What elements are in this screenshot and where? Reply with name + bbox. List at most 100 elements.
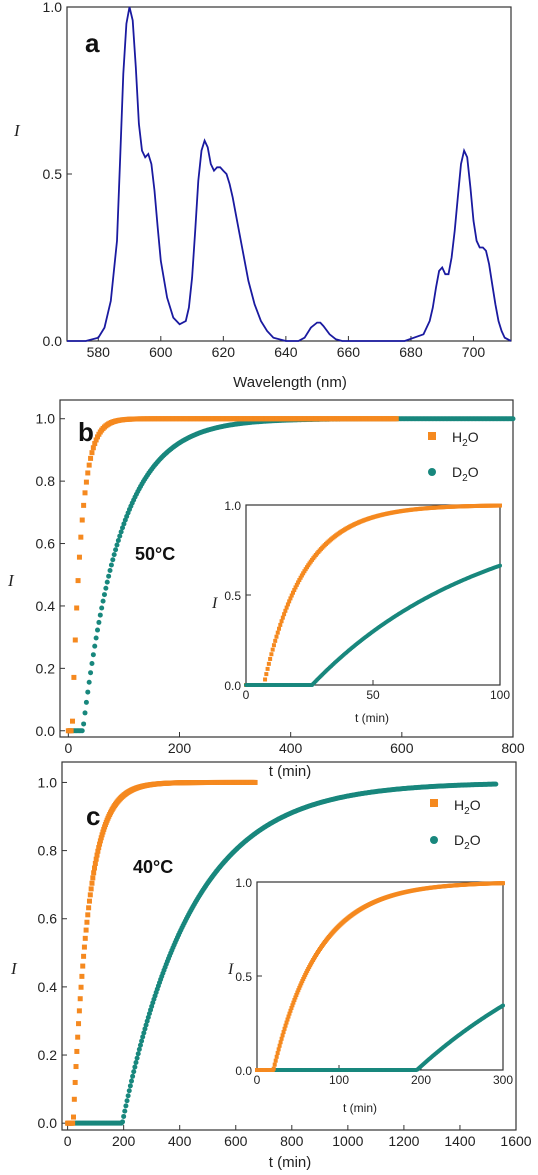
panel-c-d2o-point	[123, 1103, 129, 1109]
panel-c-d2o-point	[493, 781, 499, 787]
panel-a-xtick-label: 660	[337, 344, 361, 360]
panel-c-d2o-point	[139, 1038, 145, 1044]
panel-a-xtick-label: 620	[212, 344, 236, 360]
panel-b-d2o-point	[100, 598, 106, 604]
panel-b-inset-h2o-point	[284, 605, 289, 610]
panel-c-inset-h2o-point	[285, 1017, 290, 1022]
panel-b-inset-h2o-point	[282, 612, 287, 617]
panel-a-frame	[66, 6, 512, 342]
panel-c-inset-h2o-point	[281, 1030, 286, 1035]
panel-c-h2o-point	[79, 973, 85, 979]
panel-b-inset-h2o-point	[273, 638, 278, 643]
panel-c-ylabel: I	[10, 959, 18, 978]
panel-b-d2o-point	[82, 710, 88, 716]
panel-c-h2o-point	[70, 1120, 76, 1126]
panel-c-h2o-point	[74, 1048, 80, 1054]
panel-c-inset-h2o-point	[284, 1020, 289, 1025]
panel-c-ytick-label: 0.2	[38, 1047, 58, 1063]
legend-h2o-marker	[428, 432, 436, 440]
panel-a-xtick-label: 680	[399, 344, 423, 360]
panel-b-inset-ytick-label: 1.0	[224, 499, 241, 513]
panel-b-xtick-label: 400	[279, 740, 303, 756]
panel-c-h2o-point	[99, 832, 105, 838]
panel-c-inset-h2o-point	[299, 981, 304, 986]
panel-c-inset-ticks: 0 100 200 300 0.0 0.5 1.0	[235, 876, 513, 1087]
panel-b-inset-h2o-point	[285, 602, 290, 607]
panel-c-xtick-label: 1200	[388, 1133, 419, 1149]
panel-b-inset-data	[244, 503, 502, 687]
panel-b-inset-h2o-point	[292, 588, 297, 593]
panel-b-d2o-point	[88, 670, 94, 676]
panel-b-d2o-point	[96, 619, 102, 625]
panel-c-d2o-point	[132, 1064, 138, 1070]
panel-c-h2o-point	[87, 892, 93, 898]
panel-a-xlabel: Wavelength (nm)	[233, 374, 347, 391]
panel-b-inset-h2o-point	[294, 582, 299, 587]
legend-d2o-marker	[430, 836, 438, 844]
panel-c-h2o-point	[90, 875, 96, 881]
panel-c-frame	[61, 761, 517, 1131]
panel-b-inset-h2o-point	[280, 615, 285, 620]
panel-c-inset-h2o-point	[275, 1051, 280, 1056]
panel-b-inset-bg	[246, 505, 500, 685]
panel-c-inset-h2o-point	[286, 1014, 291, 1019]
panel-b-d2o-point	[93, 635, 99, 641]
panel-b-inset-h2o-point	[268, 656, 273, 661]
panel-b-h2o-point	[72, 637, 78, 643]
panel-b-inset-xtick-label: 0	[243, 688, 250, 702]
panel-a-ticks: 580 600 620 640 660 680 700 0.0 0.5 1.0	[43, 0, 486, 360]
panel-b-d2o-point	[81, 721, 87, 727]
panel-a-ytick-label: 0.5	[43, 166, 63, 182]
panel-b-inset-ytick-label: 0.0	[224, 679, 241, 693]
panel-b-d2o-point	[79, 728, 85, 734]
panel-b-inset-h2o-point	[287, 599, 292, 604]
panel-b-h2o-point	[86, 462, 92, 468]
panel-c-ytick-label: 0.4	[38, 979, 58, 995]
panel-c-h2o-point	[81, 953, 87, 959]
panel-b-xlabel: t (min)	[269, 763, 312, 780]
panel-c-h2o-point	[71, 1096, 77, 1102]
panel-b-h2o-point	[74, 605, 80, 611]
panel-c-h2o-point	[82, 935, 88, 941]
panel-b-inset-h2o-point	[271, 643, 276, 648]
panel-c-h2o-point	[96, 845, 102, 851]
panel-b-inset-h2o-point	[278, 622, 283, 627]
panel-c-d2o-point	[137, 1042, 143, 1048]
panel-c-inset-h2o-point	[272, 1062, 277, 1067]
panel-c-inset: 0 100 200 300 0.0 0.5 1.0 I t (min)	[227, 876, 513, 1115]
panel-b: 0 200 400 600 800 0.0 0.2 0.4 0.6 0.8 1.0 b 50°C I…	[7, 399, 525, 780]
panel-c-inset-h2o-point	[295, 990, 300, 995]
panel-c-h2o-point	[93, 856, 99, 862]
panel-b-inset-h2o-point	[269, 652, 274, 657]
panel-c-inset-h2o-point	[279, 1036, 284, 1041]
panel-c-d2o-point	[142, 1026, 148, 1032]
legend-h2o-label: H2O	[454, 797, 481, 817]
panel-c-legend: H2O D2O	[430, 797, 481, 852]
panel-c-h2o-point	[86, 898, 92, 904]
panel-b-inset-d2o-point	[498, 563, 502, 568]
panel-c-inset-xtick-label: 200	[411, 1073, 431, 1087]
panel-b-d2o-point	[101, 592, 107, 598]
panel-c-xtick-label: 1600	[500, 1133, 531, 1149]
panel-c-d2o-point	[141, 1030, 147, 1036]
panel-c-d2o-point	[121, 1113, 127, 1119]
panel-b-h2o-point	[92, 441, 98, 447]
panel-c-h2o-point	[76, 1008, 82, 1014]
panel-c-inset-h2o-point	[283, 1023, 288, 1028]
panel-c-inset-h2o-point	[280, 1033, 285, 1038]
panel-c-h2o-point	[89, 880, 95, 886]
panel-b-legend: H2O D2O	[428, 429, 479, 484]
panel-b-xtick-label: 200	[168, 740, 192, 756]
panel-c-h2o-point	[88, 886, 94, 892]
panel-b-frame	[59, 399, 514, 738]
panel-b-h2o-point	[79, 517, 85, 523]
panel-c-d2o-point	[126, 1088, 132, 1094]
panel-c-h2o-point	[70, 1114, 76, 1120]
panel-c-h2o-point	[92, 860, 98, 866]
panel-c-d2o-point	[120, 1119, 126, 1125]
panel-b-inset-ylabel: I	[211, 595, 218, 612]
panel-b-d2o-point	[111, 552, 117, 558]
panel-b-inset-xlabel: t (min)	[355, 711, 389, 725]
panel-b-inset-h2o-point	[274, 634, 279, 639]
